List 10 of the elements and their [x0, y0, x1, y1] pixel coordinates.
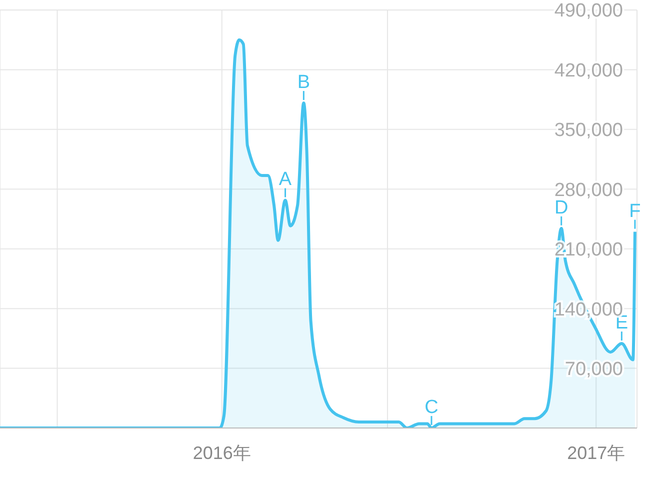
annotation: B	[297, 72, 310, 93]
annotation: C	[424, 397, 438, 418]
x-tick-label: 2017年	[567, 442, 626, 463]
y-tick-label: 420,000	[554, 60, 623, 82]
x-tick-label: 2016年	[192, 442, 251, 463]
y-tick-label: 350,000	[554, 120, 623, 142]
annotation: A	[278, 169, 292, 190]
y-tick-label: 490,000	[554, 0, 623, 22]
annotation: F	[629, 200, 641, 222]
y-tick-label: 70,000	[564, 359, 623, 380]
